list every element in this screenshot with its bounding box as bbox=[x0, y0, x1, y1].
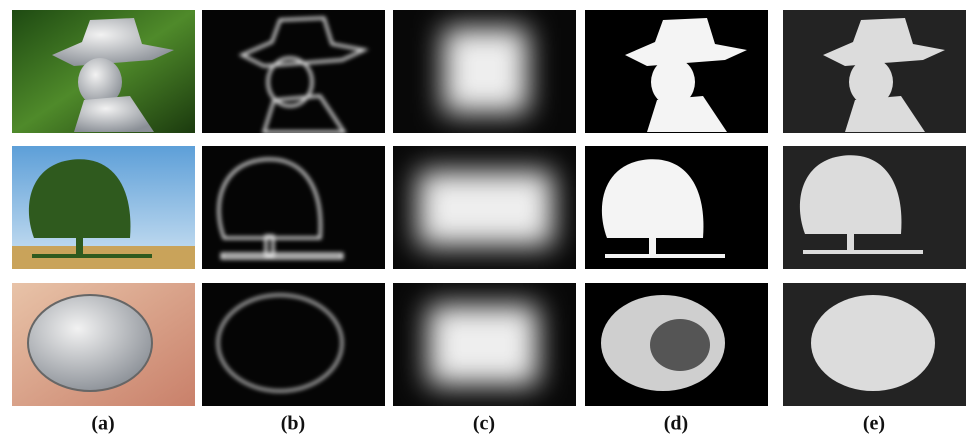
panel-label: (b) bbox=[281, 413, 305, 435]
image-e-3 bbox=[783, 283, 966, 406]
image-a-3 bbox=[12, 283, 195, 406]
image-e-2 bbox=[783, 146, 966, 269]
panel-label: (d) bbox=[664, 413, 688, 435]
image-b-1 bbox=[202, 10, 385, 133]
image-c-1 bbox=[393, 10, 576, 133]
image-d-1 bbox=[585, 10, 768, 133]
image-a-2 bbox=[12, 146, 195, 269]
figure: (a) (b) (c) (d) (e) bbox=[0, 0, 973, 442]
image-b-2 bbox=[202, 146, 385, 269]
image-a-1 bbox=[12, 10, 195, 133]
panel-label: (c) bbox=[473, 413, 495, 435]
image-c-2 bbox=[393, 146, 576, 269]
image-b-3 bbox=[202, 283, 385, 406]
image-c-3 bbox=[393, 283, 576, 406]
panel-label: (a) bbox=[91, 413, 114, 435]
image-d-3 bbox=[585, 283, 768, 406]
image-e-1 bbox=[783, 10, 966, 133]
image-d-2 bbox=[585, 146, 768, 269]
panel-label: (e) bbox=[863, 413, 885, 435]
page: {"figure": {"labels": ["(a)", "(b)", "(c… bbox=[0, 0, 973, 442]
